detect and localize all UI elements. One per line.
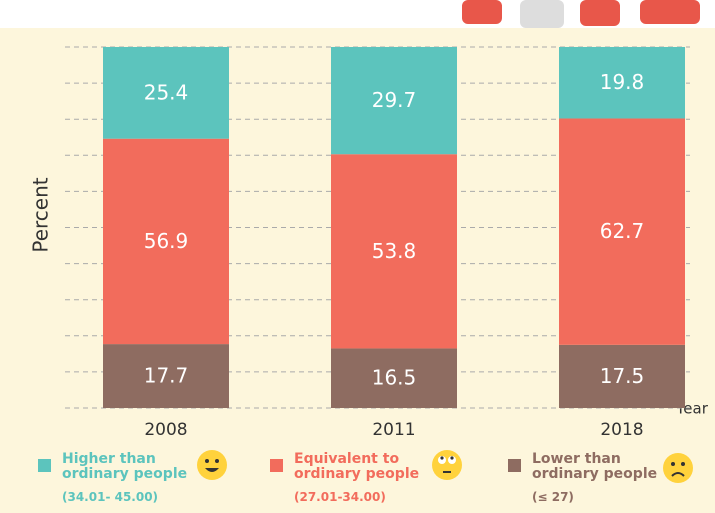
x-tick-label: 2018 bbox=[600, 420, 643, 440]
value-label: 62.7 bbox=[600, 219, 645, 243]
value-label: 16.5 bbox=[372, 366, 417, 390]
value-label: 29.7 bbox=[372, 88, 417, 112]
value-label: 56.9 bbox=[144, 229, 189, 253]
value-label: 25.4 bbox=[144, 80, 189, 104]
illustration bbox=[462, 0, 700, 28]
legend-swatch bbox=[270, 459, 283, 472]
x-tick-label: 2008 bbox=[144, 420, 187, 440]
legend-note: (≤ 27) bbox=[532, 490, 574, 504]
value-label: 19.8 bbox=[600, 70, 645, 94]
legend-swatch bbox=[38, 459, 51, 472]
x-tick-label: 2011 bbox=[372, 420, 415, 440]
chart: Percent Year 200817.756.925.4201116.553.… bbox=[0, 0, 715, 513]
legend-swatch bbox=[508, 459, 521, 472]
value-label: 17.7 bbox=[144, 364, 189, 388]
legend-label: Equivalent to ordinary people bbox=[294, 452, 422, 482]
value-label: 53.8 bbox=[372, 239, 417, 263]
y-axis-label: Percent bbox=[29, 177, 53, 252]
legend-note: (34.01- 45.00) bbox=[62, 490, 158, 504]
value-label: 17.5 bbox=[600, 364, 645, 388]
legend-note: (27.01-34.00) bbox=[294, 490, 386, 504]
page: Percent Year 200817.756.925.4201116.553.… bbox=[0, 0, 715, 513]
legend-label: Higher than ordinary people bbox=[62, 452, 190, 482]
legend-label: Lower than ordinary people bbox=[532, 452, 660, 482]
